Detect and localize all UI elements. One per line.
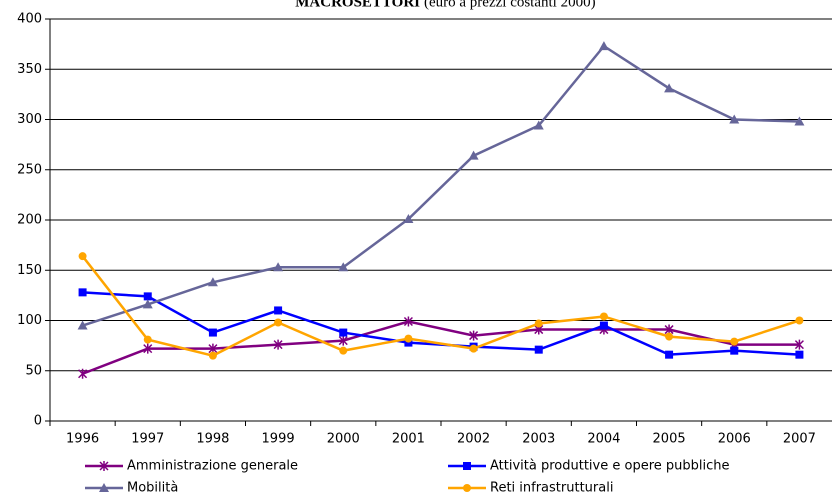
y-tick-label: 200 (17, 213, 42, 228)
marker (664, 83, 675, 93)
x-tick-label: 2003 (522, 432, 555, 447)
marker (403, 213, 414, 223)
x-tick-label: 1996 (66, 432, 99, 447)
marker (598, 41, 609, 51)
marker (207, 277, 218, 287)
x-tick-label: 1997 (131, 432, 164, 447)
y-tick-label: 350 (17, 62, 42, 77)
marker (403, 316, 413, 327)
marker (99, 483, 109, 492)
marker (143, 292, 152, 301)
marker (533, 120, 544, 130)
x-tick-label: 2004 (587, 432, 620, 447)
marker (143, 343, 153, 354)
marker (208, 351, 217, 360)
marker (730, 337, 739, 346)
legend-label: Amministrazione generale (127, 459, 298, 474)
y-tick-label: 100 (17, 313, 42, 328)
marker (599, 321, 608, 330)
marker (78, 252, 87, 261)
x-tick-label: 2006 (718, 432, 751, 447)
marker (469, 344, 478, 353)
marker (274, 318, 283, 327)
chart-subtitle: (euro a prezzi costanti 2000) (424, 0, 596, 10)
line (82, 291, 800, 356)
marker (795, 350, 804, 359)
marker (665, 332, 674, 341)
marker (339, 346, 348, 355)
marker (273, 339, 283, 350)
x-tick-label: 2002 (457, 432, 490, 447)
marker (463, 484, 471, 492)
legend-label: Mobilità (127, 481, 178, 496)
marker (338, 262, 349, 272)
marker (404, 338, 413, 347)
marker (208, 328, 217, 337)
marker (794, 116, 805, 126)
line (82, 44, 800, 327)
marker (599, 312, 608, 321)
marker (665, 350, 674, 359)
legend-label: Attività produttive e opere pubbliche (490, 459, 729, 474)
x-tick-label: 2000 (327, 432, 360, 447)
marker (78, 368, 88, 379)
marker (794, 339, 804, 350)
chart-title: MACROSETTORI (295, 0, 420, 10)
y-tick-label: 0 (34, 414, 42, 429)
marker (77, 320, 88, 330)
marker (534, 345, 543, 354)
marker (143, 335, 152, 344)
x-tick-label: 2005 (653, 432, 686, 447)
x-tick-label: 1999 (262, 432, 295, 447)
marker (795, 316, 804, 325)
y-tick-label: 150 (17, 263, 42, 278)
marker (274, 306, 283, 315)
marker (534, 319, 543, 328)
marker (78, 288, 87, 297)
legend-label: Reti infrastrutturali (490, 481, 613, 496)
x-tick-label: 2001 (392, 432, 425, 447)
line (81, 255, 800, 358)
x-tick-label: 1998 (196, 432, 229, 447)
marker (339, 328, 348, 337)
y-tick-label: 400 (17, 12, 42, 27)
marker (404, 334, 413, 343)
marker (99, 461, 109, 471)
line (82, 320, 800, 375)
marker (273, 262, 284, 272)
marker (730, 346, 739, 355)
y-tick-label: 300 (17, 112, 42, 127)
marker (338, 335, 348, 346)
marker (142, 299, 153, 309)
marker (469, 330, 479, 341)
y-tick-label: 250 (17, 162, 42, 177)
y-tick-label: 50 (25, 363, 42, 378)
marker (468, 150, 479, 160)
x-tick-label: 2007 (783, 432, 816, 447)
marker (729, 114, 740, 124)
marker (463, 462, 471, 470)
